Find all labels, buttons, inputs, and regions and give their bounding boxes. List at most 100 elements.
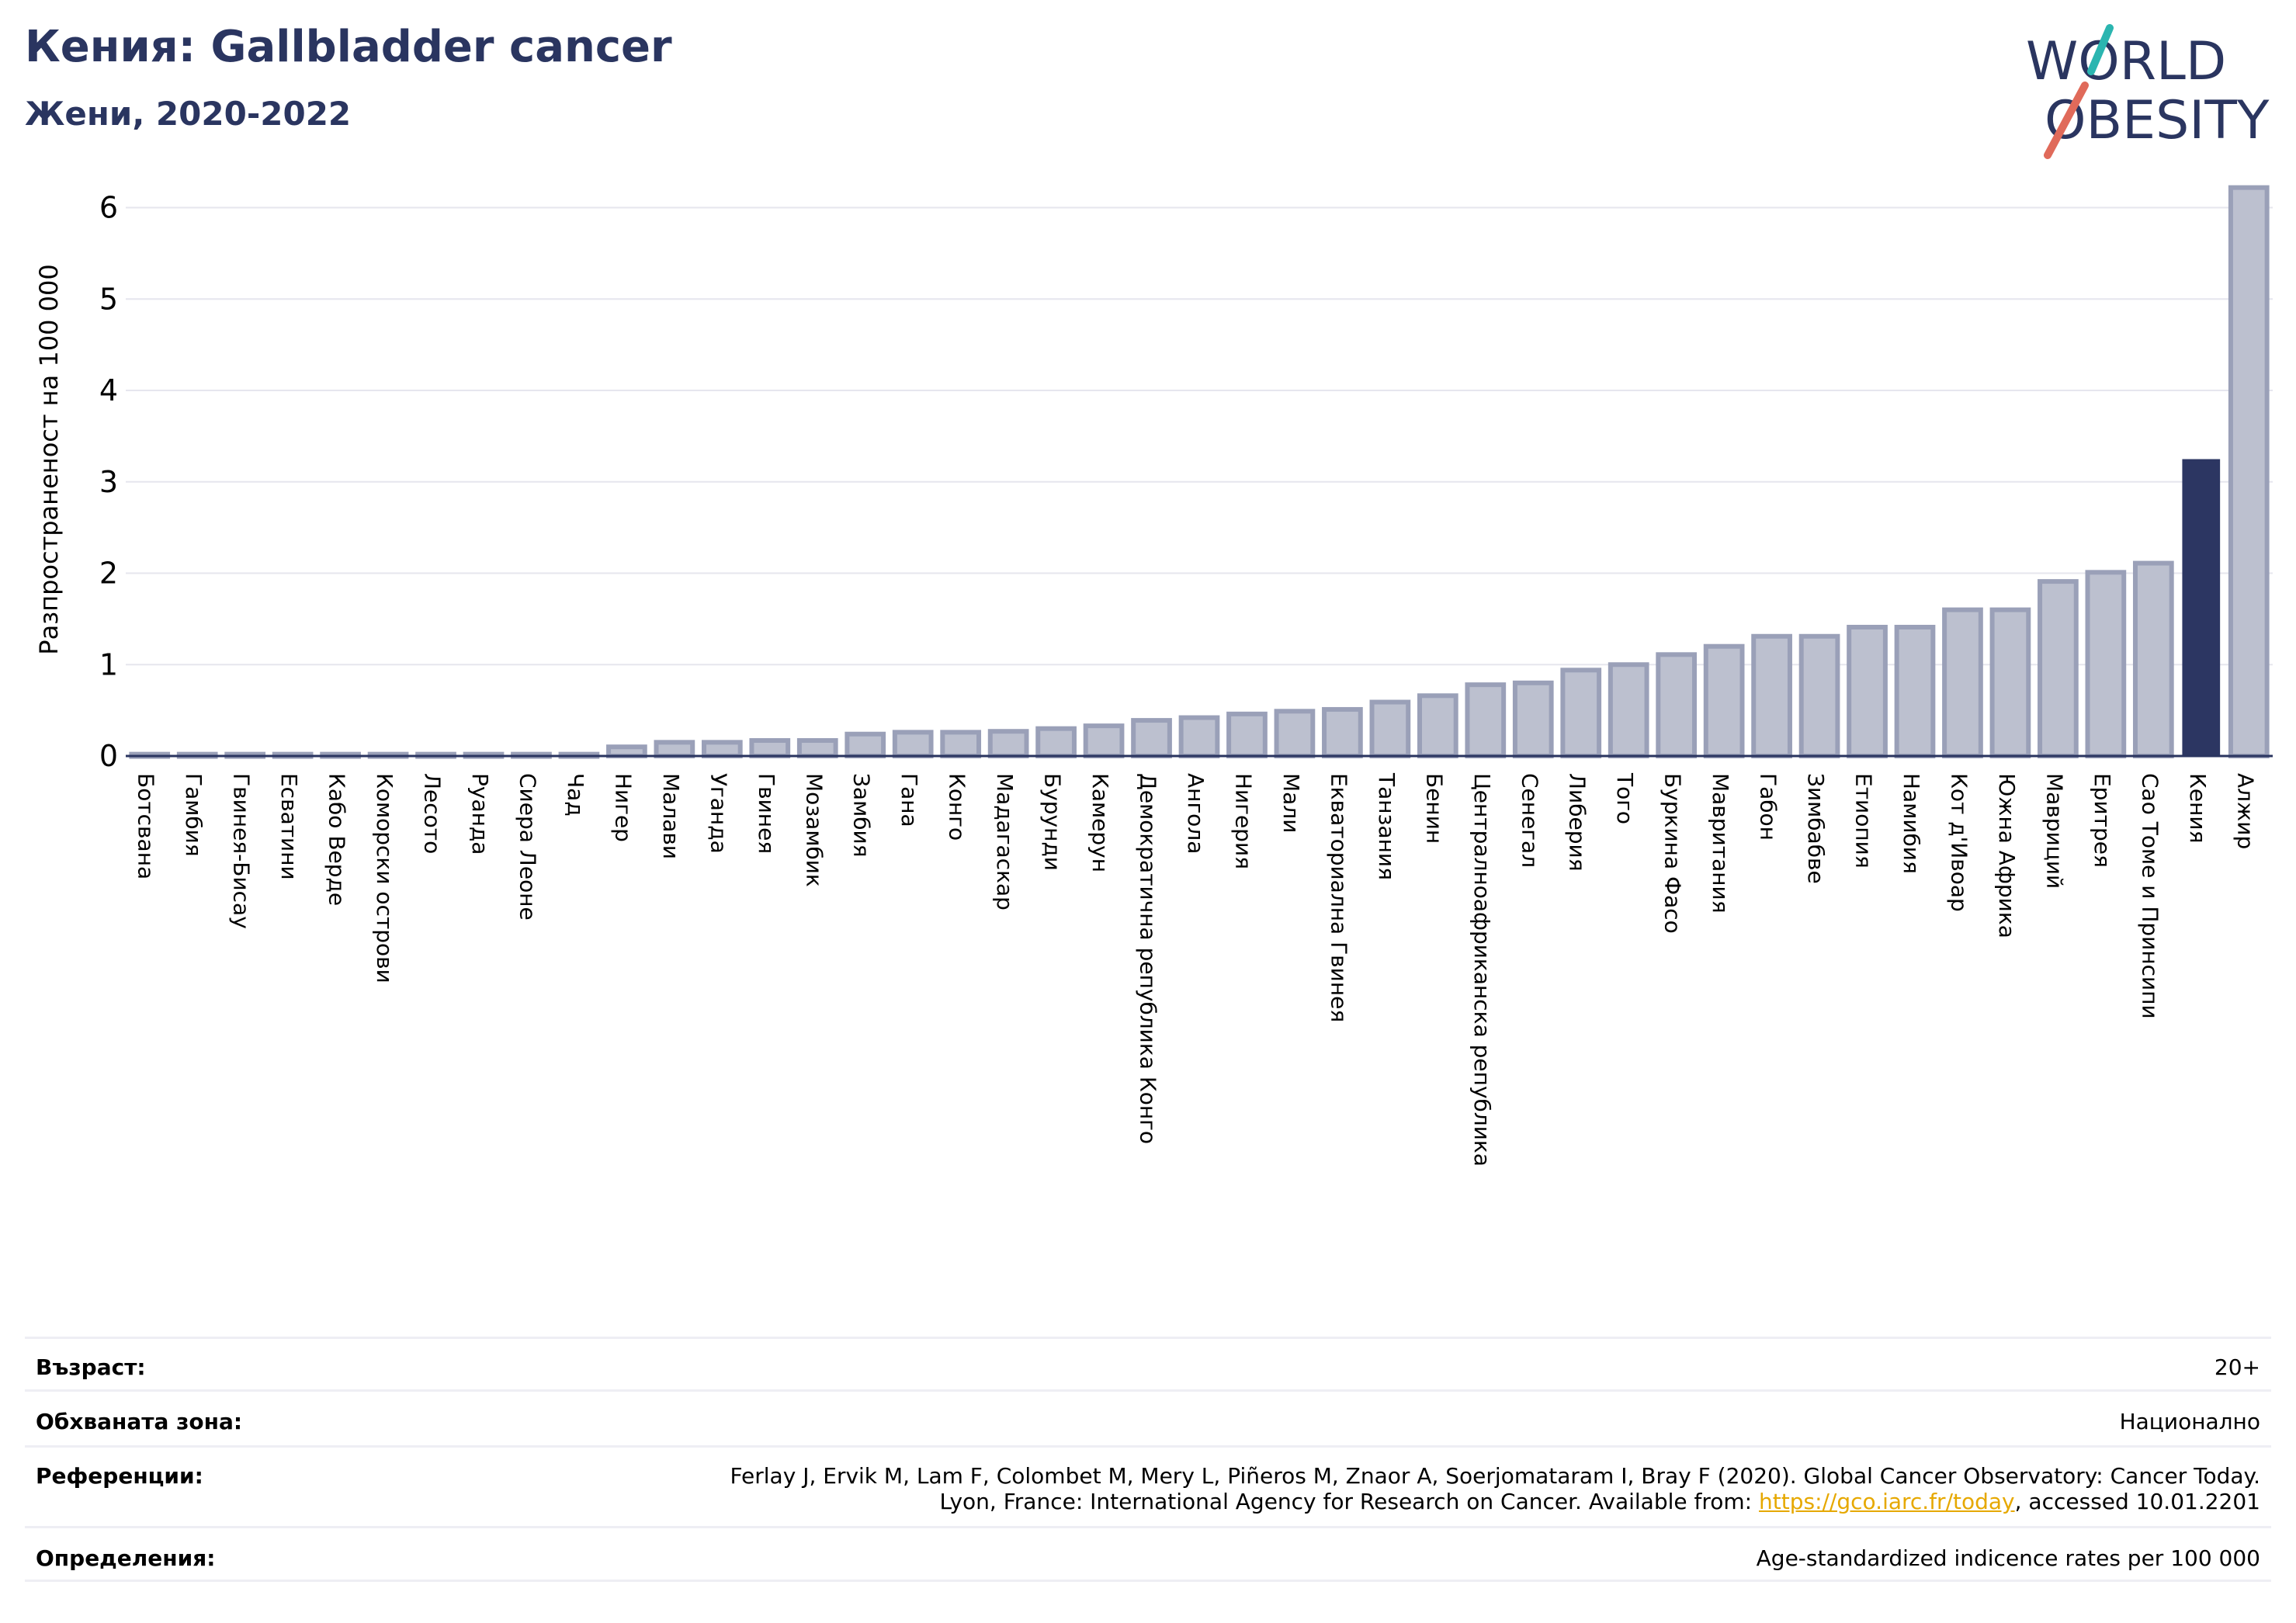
x-tick-label: Сиера Леоне [515,773,540,921]
x-tick-label: Гана [897,773,922,827]
y-axis-label: Разпространеност на 100 000 [34,264,64,654]
x-tick-label: Сао Томе и Принсипи [2137,773,2162,1019]
x-tick-label: Буркина Фасо [1660,773,1686,934]
bar [987,729,1029,758]
references-link[interactable]: https://gco.iarc.fr/today [1759,1489,2015,1514]
bar [1083,723,1125,758]
x-tick-label: Габон [1756,773,1781,841]
area-label: Обхваната зона: [36,1409,243,1434]
bar [1178,715,1220,759]
x-tick-label: Сенегал [1517,773,1542,868]
bar [2228,185,2270,759]
x-tick-label: Кот д'Ивоар [1946,773,1972,912]
bar [1703,643,1745,758]
x-tick-label: Чад [563,773,588,817]
page-title: Кения: Gallbladder cancer [25,22,672,72]
references-line2-pre: Lyon, France: International Agency for R… [939,1489,1759,1514]
x-tick-label: Нигер [610,773,636,842]
x-tick-label: Мавриций [2041,773,2067,889]
x-tick-label: Того [1612,772,1638,824]
x-tick-label: Южна Африка [1994,773,2020,938]
bar [2038,579,2079,759]
bar [1608,662,1649,758]
logo-line2: OBESITY [2045,90,2270,151]
x-tick-label: Етиопия [1851,773,1877,869]
x-tick-label: Есватини [276,773,302,880]
bars [129,185,2270,759]
info-row-area: Обхваната зона: Национално [25,1389,2271,1445]
y-tick-label: 4 [99,373,118,407]
x-tick-label: Гамбия [181,773,206,857]
bar [1035,726,1077,759]
x-tick-label: Нигерия [1230,773,1256,869]
bar [606,744,647,759]
y-tick-label: 0 [99,739,118,773]
x-tick-label: Руанда [467,773,493,855]
bar [1560,668,1602,758]
bar [1989,607,2031,759]
x-tick-label: Екваториална Гвинея [1326,773,1351,1022]
x-tick-label: Мадагаскар [992,773,1018,910]
x-tick-label: Уганда [706,773,731,854]
x-tick-label: Танзания [1374,772,1399,880]
x-tick-label: Мали [1278,773,1304,833]
bar [796,737,838,759]
bar [845,731,886,759]
bar [654,740,695,758]
bar [1369,699,1411,759]
area-value: Национално [2119,1409,2260,1434]
x-tick-label: Малави [658,773,684,859]
x-tick-label: Гвинея [754,773,779,854]
bar [1512,680,1554,759]
x-tick-label: Коморски острови [372,773,397,983]
bar [1226,711,1268,758]
bar [1322,706,1363,758]
x-tick-label: Лесото [420,773,446,854]
x-tick-label: Бурунди [1040,773,1066,871]
y-tick-label: 2 [99,557,118,591]
bar [1798,633,1840,758]
x-tick-label: Замбия [849,773,875,858]
bar [701,740,743,758]
info-table: Възраст: 20+ Обхваната зона: Национално … [25,1337,2271,1582]
bar [1751,633,1792,758]
bar [1942,607,1983,759]
bar-chart: 0 1 2 3 4 5 6 Ботсвана Гамбия Гвинея-Бисау Есвати… [34,185,2273,1167]
info-row-references: Референции: Ferlay J, Ervik M, Lam F, Co… [25,1445,2271,1526]
x-tick-label: Кабо Верде [324,773,350,906]
bar [2085,570,2127,758]
age-value: 20+ [2214,1354,2260,1380]
bar [1274,709,1316,759]
references-line1: Ferlay J, Ervik M, Lam F, Colombet M, Me… [730,1463,2260,1489]
bar [940,730,982,758]
x-tick-label: Гвинея-Бисау [229,773,255,929]
x-axis-ticks: Ботсвана Гамбия Гвинея-Бисау Есватини Кабо В… [134,772,2259,1167]
age-label: Възраст: [36,1354,146,1380]
bar [1417,693,1458,759]
page-subtitle: Жени, 2020-2022 [25,95,352,133]
y-tick-label: 5 [99,282,118,316]
bar [2132,560,2174,758]
y-tick-label: 1 [99,647,118,681]
bar [1894,624,1936,759]
bar [892,730,934,758]
y-tick-label: 6 [99,191,118,225]
x-tick-label: Еритрея [2090,773,2115,868]
x-tick-label: Демократична република Конго [1136,773,1161,1144]
x-tick-label: Алжир [2232,773,2258,849]
bar [1131,718,1172,758]
bar [1656,652,1698,758]
x-tick-label: Камерун [1087,773,1113,872]
x-tick-label: Конго [945,773,970,841]
x-tick-label: Ботсвана [134,773,159,879]
bar-highlighted [2182,459,2221,757]
x-tick-label: Либерия [1565,773,1590,872]
x-tick-label: Мавритания [1708,773,1733,914]
x-tick-label: Намибия [1899,773,1924,874]
x-tick-label: Мозамбик [801,773,827,887]
references-line2-post: , accessed 10.01.2201 [2014,1489,2260,1514]
x-tick-label: Зимбабве [1803,773,1829,884]
y-tick-label: 3 [99,465,118,499]
bar [1465,682,1507,759]
definitions-value: Age-standardized indicence rates per 100… [1756,1545,2260,1571]
